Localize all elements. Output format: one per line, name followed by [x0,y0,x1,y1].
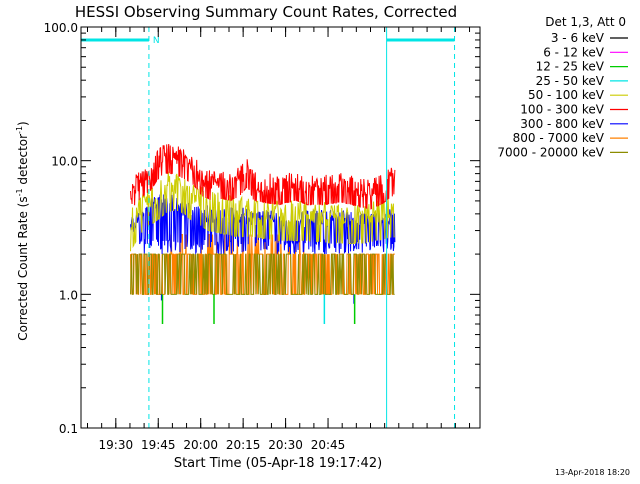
x-tick-label-4: 20:15 [226,438,261,452]
series-100-300kev [130,143,396,210]
legend-label-3-6kev: 3 - 6 keV [551,31,605,45]
legend-label-800-7000kev: 800 - 7000 keV [513,131,605,145]
night-bar-label: N [153,36,160,46]
x-tick-label-3: 20:00 [183,438,218,452]
y-axis-label-sup-2: -1 [15,126,24,134]
legend-label-300-800kev: 300 - 800 keV [520,117,604,131]
plot-border [80,26,481,429]
series-7000-20000kev [130,253,395,295]
x-tick-label-6: 20:45 [311,438,346,452]
legend-label-12-25kev: 12 - 25 keV [536,60,605,74]
legend-label-7000-20000kev: 7000 - 20000 keV [497,145,604,159]
y-axis-label-part-2: detector [16,134,30,189]
legend-label-100-300kev: 100 - 300 keV [520,103,604,117]
y-tick-label-4: 0.1 [59,422,78,436]
series-50-100kev [130,171,395,252]
series-300-800kev [130,194,396,255]
legend-label-50-100kev: 50 - 100 keV [528,88,605,102]
y-tick-label-3: 1.0 [59,288,78,302]
plot-area: N [80,27,456,428]
legend-label-25-50kev: 25 - 50 keV [536,74,605,88]
x-tick-label-2: 19:45 [141,438,176,452]
x-axis-label: Start Time (05-Apr-18 19:17:42) [174,456,382,471]
x-tick-label-5: 20:30 [268,438,303,452]
y-axis-label: Corrected Count Rate (s-1 detector-1) [15,121,30,340]
date-stamp: 13-Apr-2018 18:20 [555,468,630,477]
y-axis-label-part-3: ) [16,121,30,126]
chart-title: HESSI Observing Summary Count Rates, Cor… [75,3,457,21]
legend-label-6-12kev: 6 - 12 keV [543,45,605,59]
y-tick-label-1: 100.0 [44,21,78,35]
axes: 100.0 10.0 1.0 0.1 19:30 19:45 20:00 20:15 20:30… [44,21,480,452]
plot-frame [80,26,481,429]
y-axis-label-part-1: Corrected Count Rate (s [16,196,30,340]
legend-header: Det 1,3, Att 0 [545,15,626,29]
x-tick-label-1: 19:30 [99,438,134,452]
y-tick-label-2: 10.0 [51,155,78,169]
y-axis-label-sup-1: -1 [15,188,24,196]
